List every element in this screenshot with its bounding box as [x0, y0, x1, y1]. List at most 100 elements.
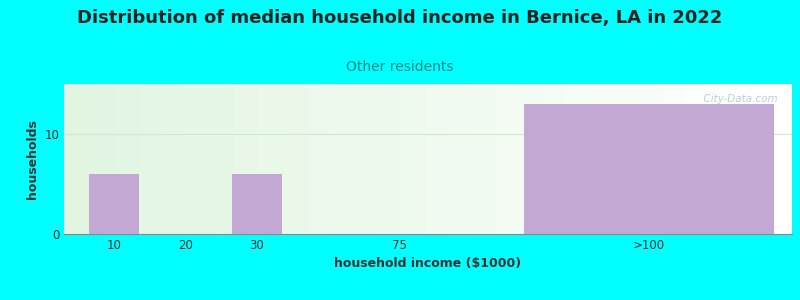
Bar: [467, 84, 470, 234]
Bar: [139, 84, 142, 234]
Bar: [236, 84, 238, 234]
Bar: [270, 84, 273, 234]
Bar: [588, 84, 590, 234]
Bar: [86, 84, 88, 234]
Bar: [379, 84, 382, 234]
Bar: [743, 84, 746, 234]
Bar: [350, 84, 353, 234]
Bar: [787, 84, 790, 234]
Y-axis label: households: households: [26, 119, 38, 199]
Bar: [459, 84, 462, 234]
Bar: [522, 84, 525, 234]
Bar: [615, 84, 618, 234]
Bar: [780, 84, 782, 234]
Bar: [550, 84, 552, 234]
Bar: [404, 84, 406, 234]
Bar: [525, 84, 527, 234]
Bar: [496, 84, 498, 234]
Bar: [552, 84, 554, 234]
Bar: [598, 84, 600, 234]
Bar: [217, 84, 219, 234]
Bar: [486, 84, 489, 234]
Bar: [642, 84, 644, 234]
Bar: [651, 84, 654, 234]
Bar: [518, 84, 520, 234]
Bar: [622, 84, 625, 234]
Bar: [370, 84, 372, 234]
Bar: [748, 84, 750, 234]
Bar: [683, 84, 686, 234]
Bar: [258, 84, 261, 234]
Bar: [399, 84, 402, 234]
Bar: [394, 84, 397, 234]
Bar: [125, 84, 127, 234]
Bar: [372, 84, 374, 234]
Bar: [532, 84, 534, 234]
Bar: [76, 84, 78, 234]
Bar: [430, 84, 433, 234]
Bar: [90, 84, 93, 234]
Bar: [278, 84, 280, 234]
Bar: [402, 84, 404, 234]
Bar: [334, 84, 336, 234]
Bar: [168, 84, 170, 234]
Bar: [717, 84, 719, 234]
Bar: [71, 84, 74, 234]
Bar: [559, 84, 562, 234]
Bar: [566, 84, 569, 234]
Bar: [731, 84, 734, 234]
Bar: [595, 84, 598, 234]
Bar: [785, 84, 787, 234]
Bar: [719, 84, 722, 234]
Bar: [447, 84, 450, 234]
Bar: [163, 84, 166, 234]
Bar: [753, 84, 756, 234]
Bar: [736, 84, 738, 234]
Bar: [656, 84, 658, 234]
Bar: [778, 84, 780, 234]
Bar: [78, 84, 81, 234]
Bar: [605, 84, 607, 234]
Bar: [714, 84, 717, 234]
Bar: [435, 84, 438, 234]
Bar: [246, 84, 249, 234]
Bar: [219, 84, 222, 234]
Bar: [355, 84, 358, 234]
Bar: [508, 84, 510, 234]
Bar: [501, 84, 503, 234]
Bar: [341, 84, 343, 234]
Bar: [181, 84, 183, 234]
Bar: [113, 84, 115, 234]
Bar: [74, 84, 76, 234]
Bar: [562, 84, 564, 234]
Bar: [122, 84, 125, 234]
Bar: [414, 84, 416, 234]
Bar: [722, 84, 724, 234]
Bar: [311, 84, 314, 234]
Bar: [547, 84, 550, 234]
Bar: [81, 84, 83, 234]
Bar: [190, 84, 193, 234]
Bar: [618, 84, 620, 234]
Bar: [309, 84, 311, 234]
Bar: [156, 84, 158, 234]
Bar: [367, 84, 370, 234]
Bar: [593, 84, 595, 234]
Bar: [411, 84, 414, 234]
Bar: [101, 84, 103, 234]
Bar: [146, 84, 149, 234]
Bar: [445, 84, 447, 234]
Bar: [690, 84, 693, 234]
Bar: [494, 84, 496, 234]
Bar: [440, 84, 442, 234]
Bar: [477, 84, 479, 234]
Bar: [151, 84, 154, 234]
Bar: [224, 84, 226, 234]
Bar: [484, 84, 486, 234]
Bar: [397, 84, 399, 234]
Bar: [583, 84, 586, 234]
Bar: [322, 84, 324, 234]
Bar: [426, 84, 428, 234]
Bar: [266, 84, 268, 234]
Text: City-Data.com: City-Data.com: [697, 94, 778, 104]
